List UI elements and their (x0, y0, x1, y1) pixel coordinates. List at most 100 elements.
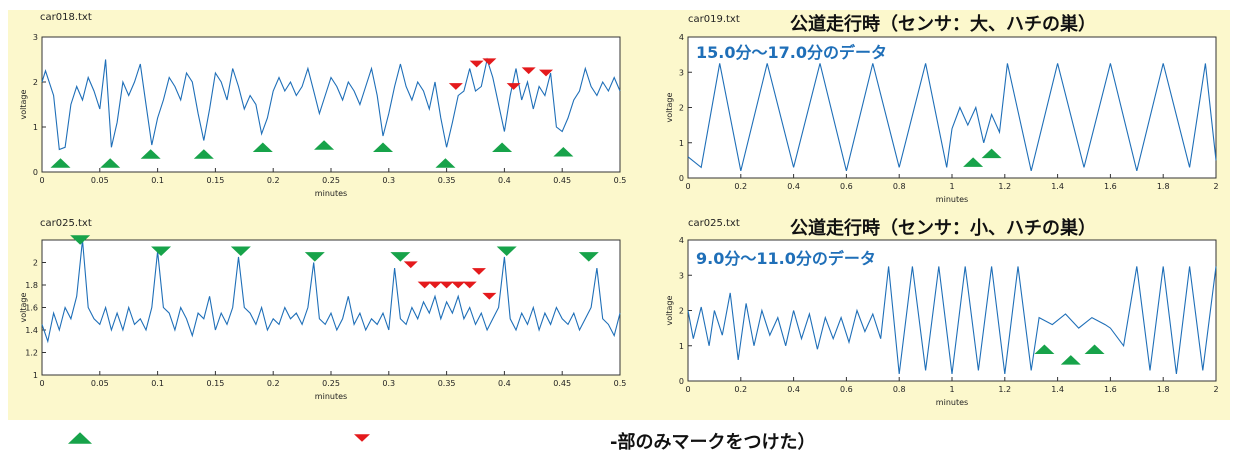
red-down-marker (417, 281, 432, 289)
y-tick-label: 2 (679, 104, 684, 113)
x-tick-label: 0.4 (787, 182, 800, 191)
red-down-marker (482, 58, 497, 66)
y-axis-label: voltage (19, 292, 28, 322)
y-tick-label: 3 (33, 33, 38, 42)
x-tick-label: 0.4 (498, 176, 511, 185)
y-tick-label: 2 (679, 307, 684, 316)
x-tick-label: 0 (39, 176, 44, 185)
green-up-marker (553, 147, 574, 157)
x-tick-label: 0.35 (438, 379, 456, 388)
green-up-marker (140, 149, 161, 159)
plot-area (687, 36, 1217, 179)
y-tick-label: 1.6 (25, 304, 38, 313)
x-tick-label: 0.45 (553, 176, 571, 185)
voltage-line (41, 57, 621, 151)
y-tick-label: 1 (679, 139, 684, 148)
x-axis-label: minutes (936, 195, 968, 204)
x-tick-label: 0.8 (893, 182, 906, 191)
x-tick-label: 1.6 (1104, 385, 1117, 394)
x-tick-label: 0.05 (91, 176, 109, 185)
legend-green-triangle-icon (68, 432, 92, 444)
x-tick-label: 0.1 (151, 379, 164, 388)
green-up-marker (435, 158, 456, 168)
red-down-marker (539, 69, 554, 77)
green-up-marker (193, 149, 214, 159)
red-down-marker (482, 292, 497, 300)
x-tick-label: 1.8 (1157, 385, 1170, 394)
x-tick-label: 0.5 (614, 379, 627, 388)
legend-red-triangle-icon (354, 434, 370, 442)
y-tick-label: 1 (33, 371, 38, 380)
chart-title: 公道走行時（センサ：大、ハチの巣） (790, 13, 1096, 35)
red-down-marker (506, 83, 521, 90)
green-down-marker (390, 252, 411, 262)
x-tick-label: 2 (1213, 385, 1218, 394)
x-tick-label: 0.25 (322, 379, 340, 388)
x-tick-label: 0.2 (267, 176, 280, 185)
chart-subtitle: 9.0分～11.0分のデータ (696, 249, 876, 268)
x-tick-label: 0.3 (382, 176, 395, 185)
red-down-marker (403, 261, 418, 269)
file-label: car025.txt (688, 218, 740, 229)
x-axis-label: minutes (315, 189, 347, 198)
x-tick-label: 0.5 (614, 176, 627, 185)
chart-subtitle: 15.0分～17.0分のデータ (696, 43, 887, 62)
x-tick-label: 0.4 (498, 379, 511, 388)
file-label: car025.txt (40, 218, 92, 229)
y-axis-label: voltage (665, 295, 674, 325)
x-tick-label: 0.3 (382, 379, 395, 388)
green-up-marker (1034, 344, 1055, 355)
green-down-marker (151, 246, 172, 256)
x-tick-label: 0.2 (267, 379, 280, 388)
x-tick-label: 1.2 (998, 182, 1011, 191)
y-tick-label: 4 (679, 33, 684, 42)
red-down-marker (448, 83, 463, 90)
y-tick-label: 3 (679, 271, 684, 280)
y-tick-label: 1 (33, 123, 38, 132)
green-up-marker (963, 157, 984, 167)
green-up-marker (981, 148, 1002, 159)
x-tick-label: 0.45 (553, 379, 571, 388)
y-tick-label: 2 (33, 259, 38, 268)
green-down-marker (304, 252, 325, 262)
y-tick-label: 1.2 (25, 349, 38, 358)
x-tick-label: 0.2 (734, 385, 747, 394)
x-tick-label: 0.8 (893, 385, 906, 394)
green-up-marker (314, 140, 335, 150)
green-down-marker (70, 235, 91, 245)
file-label: car019.txt (688, 14, 740, 25)
green-up-marker (1060, 355, 1081, 365)
x-tick-label: 0 (685, 182, 690, 191)
green-up-marker (252, 142, 273, 152)
green-down-marker (496, 246, 517, 256)
x-tick-label: 0 (685, 385, 690, 394)
x-tick-label: 1.4 (1051, 385, 1064, 394)
x-tick-label: 1.2 (998, 385, 1011, 394)
red-down-marker (462, 281, 477, 289)
y-tick-label: 1.4 (25, 326, 38, 335)
red-down-marker (471, 268, 486, 275)
voltage-step-line (687, 63, 1217, 172)
y-tick-label: 1.8 (25, 281, 38, 290)
x-tick-label: 0.4 (787, 385, 800, 394)
red-down-marker (439, 281, 454, 289)
x-tick-label: 0 (39, 379, 44, 388)
red-down-marker (428, 281, 443, 289)
x-tick-label: 0.35 (438, 176, 456, 185)
voltage-step-line (687, 266, 1217, 374)
green-up-marker (492, 142, 513, 152)
x-tick-label: 0.1 (151, 176, 164, 185)
plot-area (41, 239, 621, 376)
green-down-marker (230, 246, 251, 256)
y-tick-label: 3 (679, 68, 684, 77)
red-down-marker (451, 281, 466, 289)
green-up-marker (373, 142, 394, 152)
y-tick-label: 1 (679, 342, 684, 351)
red-down-marker (469, 60, 484, 68)
file-label: car018.txt (40, 12, 92, 23)
x-tick-label: 2 (1213, 182, 1218, 191)
x-tick-label: 1.6 (1104, 182, 1117, 191)
chart-title: 公道走行時（センサ：小、ハチの巣） (790, 217, 1096, 239)
x-tick-label: 0.05 (91, 379, 109, 388)
x-tick-label: 0.2 (734, 182, 747, 191)
